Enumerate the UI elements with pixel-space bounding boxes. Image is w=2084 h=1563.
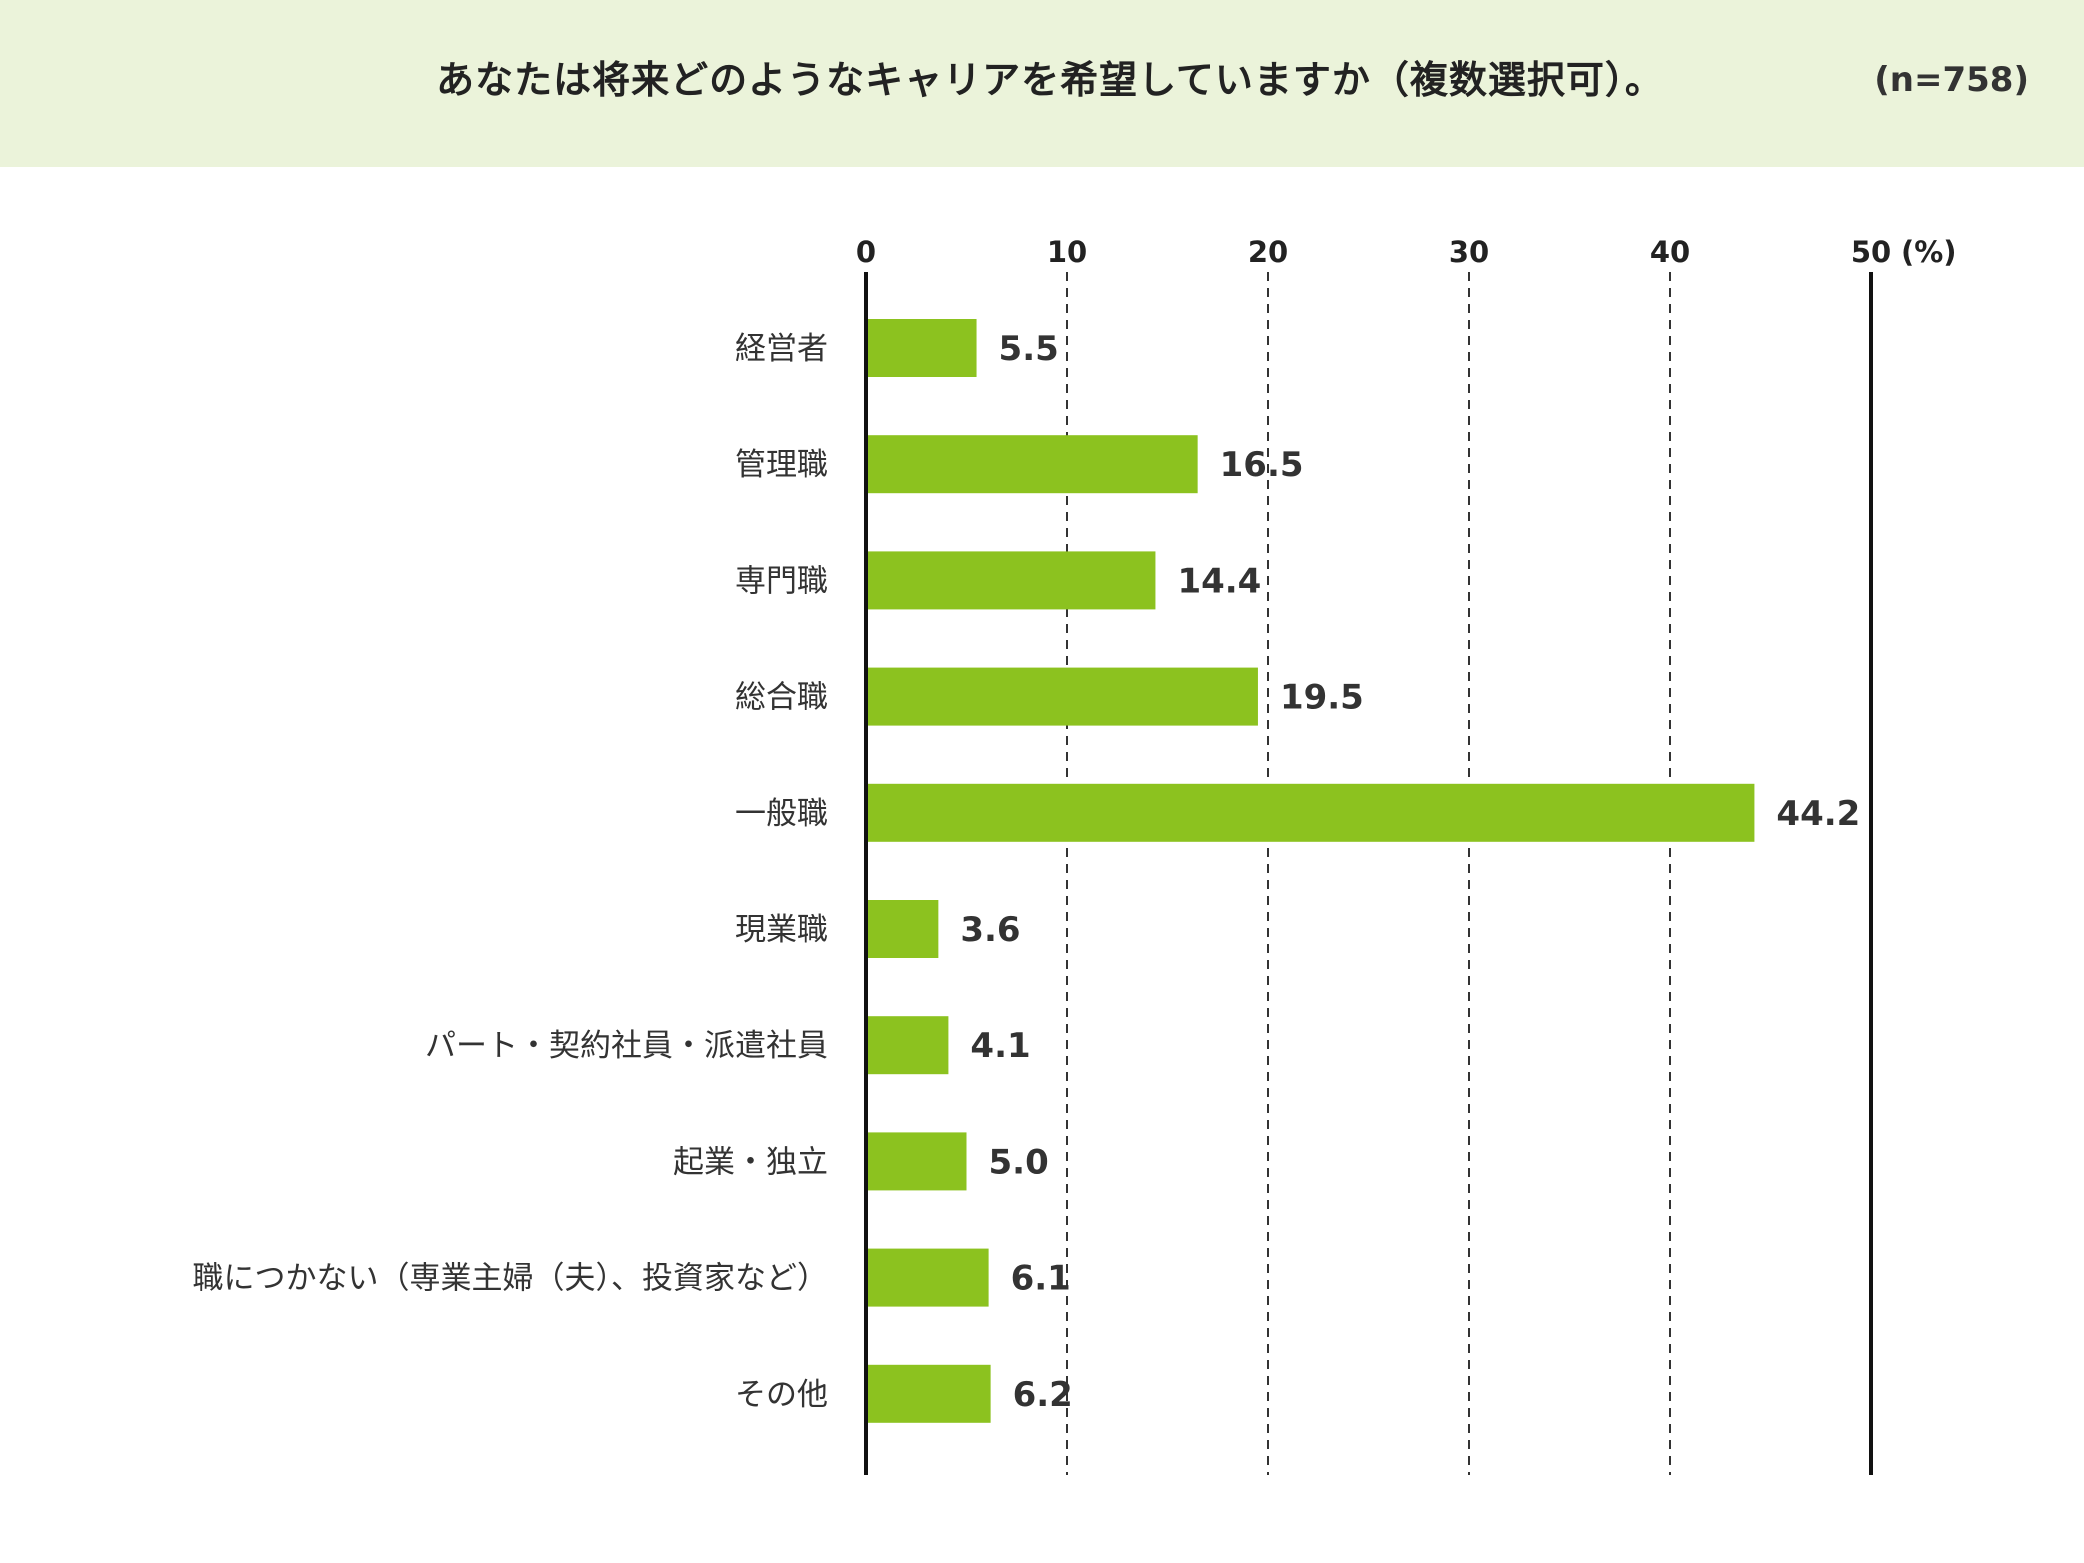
value-label-4: 19.5: [1280, 678, 1364, 718]
bar-8: [866, 1132, 967, 1191]
label-layer: 0 10 20 30 40 50 (%) 経営者 5.5 管理職 16.5 専門職 14.4 総合職 19.…: [193, 235, 1957, 1415]
bar-chart: 0 10 20 30 40 50 (%) 経営者 5.5 管理職 16.5 専門職 14.4 総合職 19.…: [193, 235, 1957, 1475]
value-label-6: 3.6: [960, 910, 1020, 950]
bar-3: [866, 551, 1156, 610]
bar-layer: [866, 319, 1755, 1423]
bar-9: [866, 1248, 989, 1307]
x-unit-label: (%): [1901, 235, 1957, 269]
value-label-9: 6.1: [1011, 1259, 1071, 1299]
value-label-2: 16.5: [1220, 445, 1304, 485]
x-tick-label-20: 20: [1248, 235, 1288, 269]
category-label-6: 現業職: [735, 912, 828, 948]
value-label-10: 6.2: [1013, 1375, 1073, 1415]
x-tick-label-50: 50: [1851, 235, 1891, 269]
axis-layer: [864, 272, 1873, 1475]
category-label-3: 専門職: [735, 563, 828, 599]
category-label-2: 管理職: [735, 447, 828, 483]
bar-6: [866, 900, 939, 958]
value-label-1: 5.5: [999, 329, 1059, 369]
x-tick-label-30: 30: [1449, 235, 1489, 269]
bar-2: [866, 435, 1198, 494]
x-tick-label-40: 40: [1650, 235, 1690, 269]
chart-title: あなたは将来どのようなキャリアを希望していますか（複数選択可）。: [436, 58, 1664, 102]
category-label-8: 起業・独立: [673, 1144, 828, 1180]
category-label-1: 経営者: [735, 331, 828, 367]
value-label-3: 14.4: [1177, 561, 1261, 601]
value-label-7: 4.1: [970, 1026, 1030, 1066]
x-tick-label-0: 0: [856, 235, 876, 269]
value-label-8: 5.0: [989, 1142, 1049, 1182]
sample-size-label: (n=758): [1874, 60, 2029, 100]
x-tick-label-10: 10: [1047, 235, 1087, 269]
category-label-10: その他: [735, 1377, 828, 1413]
bar-7: [866, 1016, 949, 1075]
category-label-7: パート・契約社員・派遣社員: [425, 1028, 828, 1064]
category-label-9: 職につかない（専業主婦（夫）、投資家など）: [193, 1261, 829, 1297]
header-band: [0, 0, 2084, 167]
bar-5: [866, 783, 1755, 842]
category-label-5: 一般職: [735, 796, 828, 832]
category-label-4: 総合職: [735, 680, 828, 716]
value-label-5: 44.2: [1776, 794, 1860, 834]
bar-4: [866, 667, 1258, 726]
bar-1: [866, 319, 977, 377]
bar-10: [866, 1364, 991, 1423]
